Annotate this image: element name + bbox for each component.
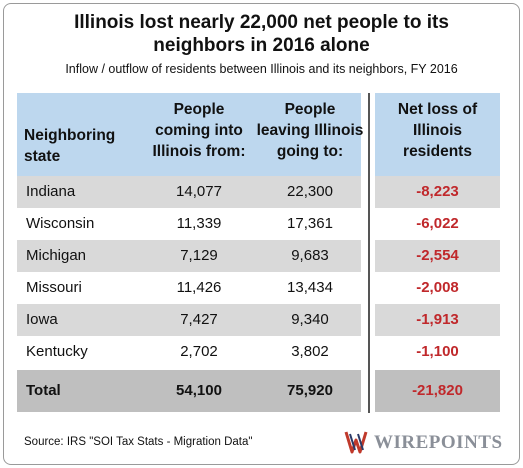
header-out: People leaving Illinois going to: bbox=[254, 99, 366, 162]
wirepoints-logo-icon bbox=[344, 431, 368, 454]
header-background-right bbox=[375, 93, 500, 176]
cell-out: 22,300 bbox=[287, 183, 333, 200]
cell-total-net: -21,820 bbox=[412, 382, 463, 399]
chart-title-line2: neighbors in 2016 alone bbox=[153, 35, 370, 56]
wirepoints-logo: WIREPOINTS bbox=[344, 428, 504, 456]
row-bg-left bbox=[17, 304, 361, 336]
total-bg-left bbox=[17, 370, 361, 412]
table-row: Indiana 14,077 22,300 -8,223 bbox=[4, 176, 519, 208]
row-bg-right bbox=[375, 304, 500, 336]
cell-out: 17,361 bbox=[287, 215, 333, 232]
cell-state: Wisconsin bbox=[26, 215, 95, 232]
row-bg-left bbox=[17, 240, 361, 272]
cell-net: -1,913 bbox=[416, 311, 459, 328]
total-bg-right bbox=[375, 370, 500, 412]
cell-total-label: Total bbox=[26, 382, 61, 399]
cell-out: 9,683 bbox=[291, 247, 329, 264]
cell-total-out: 75,920 bbox=[287, 382, 333, 399]
cell-total-in: 54,100 bbox=[176, 382, 222, 399]
row-bg-right bbox=[375, 176, 500, 208]
cell-out: 9,340 bbox=[291, 311, 329, 328]
cell-state: Iowa bbox=[26, 311, 58, 328]
header-net-line2: Illinois bbox=[412, 122, 463, 139]
header-state-line2: state bbox=[24, 148, 61, 165]
cell-net: -2,554 bbox=[416, 247, 459, 264]
cell-net: -6,022 bbox=[416, 215, 459, 232]
cell-net: -8,223 bbox=[416, 183, 459, 200]
table-row: Michigan 7,129 9,683 -2,554 bbox=[4, 240, 519, 272]
table-row: Missouri 11,426 13,434 -2,008 bbox=[4, 272, 519, 304]
cell-in: 7,427 bbox=[180, 311, 218, 328]
header-out-line2: leaving Illinois bbox=[256, 122, 364, 139]
chart-title-line1: Illinois lost nearly 22,000 net people t… bbox=[74, 12, 449, 33]
chart-frame: Illinois lost nearly 22,000 net people t… bbox=[3, 3, 520, 465]
header-net: Net loss of Illinois residents bbox=[375, 99, 500, 162]
total-row: Total 54,100 75,920 -21,820 bbox=[4, 370, 519, 412]
cell-state: Indiana bbox=[26, 183, 76, 200]
cell-state: Missouri bbox=[26, 279, 82, 296]
header-state-line1: Neighboring bbox=[24, 127, 116, 144]
chart-subtitle: Inflow / outflow of residents between Il… bbox=[65, 62, 458, 76]
header-in-line2: coming into bbox=[155, 122, 243, 139]
source-note: Source: IRS "SOI Tax Stats - Migration D… bbox=[24, 436, 253, 448]
header-in-line1: People bbox=[173, 101, 225, 118]
header-background-left bbox=[17, 93, 361, 176]
cell-net: -1,100 bbox=[416, 343, 459, 360]
header-state: Neighboring state bbox=[24, 125, 144, 167]
cell-out: 3,802 bbox=[291, 343, 329, 360]
header-in: People coming into Illinois from: bbox=[147, 99, 251, 162]
cell-net: -2,008 bbox=[416, 279, 459, 296]
cell-in: 2,702 bbox=[180, 343, 218, 360]
table-row: Iowa 7,427 9,340 -1,913 bbox=[4, 304, 519, 336]
table-row: Kentucky 2,702 3,802 -1,100 bbox=[4, 336, 519, 368]
header-net-line3: residents bbox=[403, 143, 472, 160]
row-bg-left bbox=[17, 176, 361, 208]
cell-in: 14,077 bbox=[176, 183, 222, 200]
row-bg-right bbox=[375, 240, 500, 272]
header-out-line1: People bbox=[284, 101, 336, 118]
header-in-line3: Illinois from: bbox=[152, 143, 246, 160]
cell-state: Kentucky bbox=[26, 343, 88, 360]
logo-text: WIREPOINTS bbox=[374, 432, 503, 453]
table-row: Wisconsin 11,339 17,361 -6,022 bbox=[4, 208, 519, 240]
cell-state: Michigan bbox=[26, 247, 87, 264]
cell-in: 7,129 bbox=[180, 247, 218, 264]
header-net-line1: Net loss of bbox=[397, 101, 478, 118]
header-out-line3: going to: bbox=[276, 143, 344, 160]
cell-in: 11,339 bbox=[176, 215, 222, 232]
column-divider bbox=[368, 93, 370, 413]
cell-out: 13,434 bbox=[287, 279, 333, 296]
cell-in: 11,426 bbox=[176, 279, 222, 296]
